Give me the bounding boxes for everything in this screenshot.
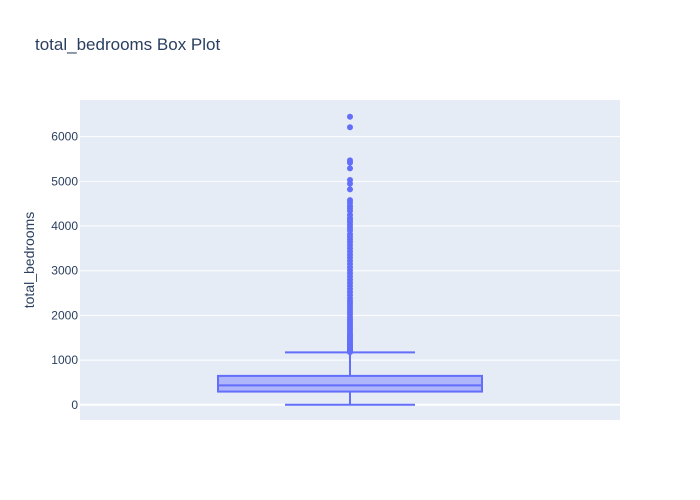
outlier-point[interactable]	[347, 124, 353, 131]
y-tick-label: 1000	[51, 353, 78, 367]
outlier-point[interactable]	[347, 165, 353, 172]
y-tick-label: 4000	[51, 219, 78, 233]
iqr-box[interactable]	[217, 374, 483, 393]
outlier-point[interactable]	[347, 186, 353, 193]
y-tick-label: 3000	[51, 264, 78, 278]
outlier-point[interactable]	[347, 157, 353, 164]
outlier-points[interactable]	[347, 113, 353, 356]
y-tick-label: 6000	[51, 130, 78, 144]
outlier-point[interactable]	[347, 197, 353, 204]
y-tick-label: 0	[71, 398, 78, 412]
y-tick-label: 2000	[51, 308, 78, 322]
box-trace[interactable]	[217, 351, 483, 406]
y-tick-label: 5000	[51, 174, 78, 188]
y-axis-label: total_bedrooms	[21, 212, 37, 309]
outlier-point[interactable]	[347, 177, 353, 183]
y-axis-ticks: 0 1000 2000 3000 4000 5000 6000	[51, 130, 78, 412]
chart-title: total_bedrooms Box Plot	[35, 35, 220, 54]
outlier-point[interactable]	[347, 113, 353, 120]
